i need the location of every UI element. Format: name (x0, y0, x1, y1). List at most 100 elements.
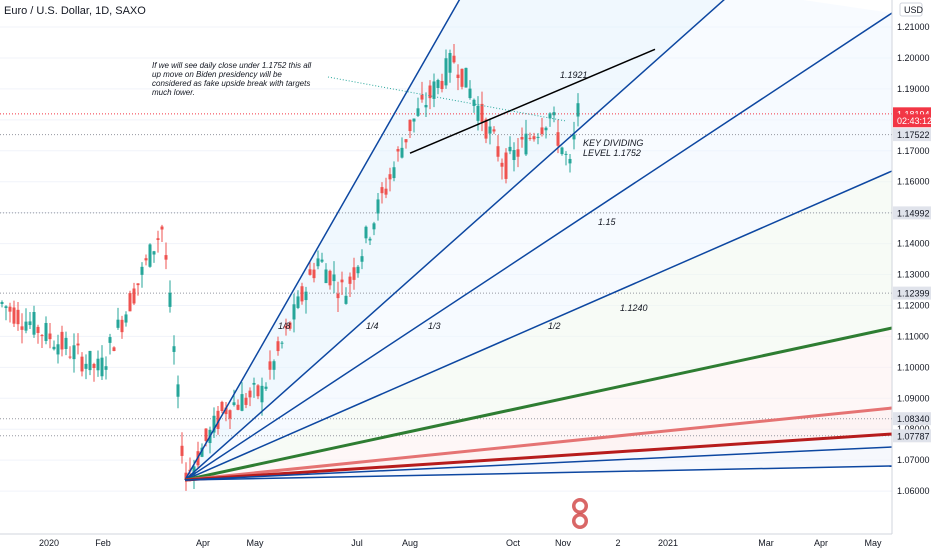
candle-body (280, 342, 284, 344)
candle-body (408, 119, 412, 132)
chart-title: Euro / U.S. Dollar, 1D, SAXO (4, 5, 146, 17)
candle-body (392, 167, 396, 179)
candle-body (432, 81, 436, 99)
fan-line[interactable] (184, 406, 893, 482)
price-tick-label: 1.13000 (897, 270, 930, 280)
fan-line[interactable] (184, 0, 465, 481)
candle-body (440, 80, 444, 90)
candle-body (496, 146, 500, 157)
candle-body (348, 276, 352, 284)
price-tick-label: 1.19000 (897, 84, 930, 94)
price-badge-label: 1.14992 (897, 208, 930, 218)
time-tick-label: May (246, 538, 264, 548)
candle-body (476, 105, 480, 121)
time-axis[interactable]: 2020 Feb Apr May Jul Aug Oct Nov 2 2021 Mar Apr May (0, 533, 932, 550)
time-tick-label: Apr (814, 538, 828, 548)
candle-body (424, 104, 428, 108)
currency-label: USD (904, 5, 924, 15)
fan-line[interactable] (184, 446, 893, 481)
candle-body (504, 152, 508, 179)
candle-body (204, 428, 208, 441)
resistance-trendline[interactable] (409, 48, 656, 154)
candle-body (236, 404, 240, 410)
candle-body (248, 390, 252, 398)
candle-body (320, 259, 324, 262)
candle-body (344, 295, 348, 304)
price-tick-label: 1.21000 (897, 22, 930, 32)
candle-body (24, 321, 28, 331)
fan-line[interactable] (184, 432, 893, 482)
candle-body (564, 153, 568, 155)
candle-body (88, 350, 92, 371)
candle-body (352, 267, 356, 280)
price-badge-label: 1.07787 (897, 431, 930, 441)
candle-body (428, 85, 432, 99)
candle-body (520, 137, 524, 140)
note-line: up move on Biden presidency will be (152, 70, 282, 79)
event-markers[interactable] (572, 498, 588, 529)
time-tick-label: Apr (196, 538, 210, 548)
price-tick-label: 1.16000 (897, 177, 930, 187)
price-badges: 1.1819402:43:121.175221.149921.123991.08… (893, 107, 932, 443)
candle-body (76, 343, 80, 346)
candle-body (160, 226, 164, 230)
fan-line[interactable] (184, 0, 735, 481)
candle-body (252, 382, 256, 385)
candle-body (264, 386, 268, 389)
candle-body (340, 279, 344, 283)
candle-body (360, 256, 364, 262)
candle-body (500, 162, 504, 167)
candle-body (84, 363, 88, 369)
fan-line[interactable] (184, 326, 893, 482)
fan-line[interactable] (184, 465, 893, 481)
candle-body (448, 53, 452, 73)
candle-body (572, 134, 576, 140)
price-badge (893, 286, 931, 300)
candle-body (132, 288, 136, 304)
candle-body (524, 133, 528, 155)
candle-body (484, 119, 488, 139)
candle-body (256, 385, 260, 397)
time-tick-label: Nov (555, 538, 572, 548)
price-tick-label: 1.12000 (897, 300, 930, 310)
earnings-event-icon[interactable] (572, 513, 588, 529)
gann-fan[interactable] (184, 0, 893, 482)
candle-body (548, 113, 552, 119)
candle-body (100, 357, 104, 377)
drawings[interactable] (327, 48, 656, 154)
candle-body (44, 322, 48, 341)
candle-body (124, 314, 128, 323)
candle-body (128, 293, 132, 312)
candle-body (492, 129, 496, 132)
candle-body (28, 321, 32, 326)
candle-body (568, 158, 572, 164)
price-badge (893, 429, 931, 443)
fan-line[interactable] (184, 170, 893, 481)
candle-body (32, 311, 36, 335)
candle-body (468, 88, 472, 99)
earnings-event-icon[interactable] (572, 498, 588, 514)
price-badge-label: 1.17522 (897, 130, 930, 140)
candle-body (268, 361, 272, 370)
candle-body (96, 358, 100, 371)
time-tick-label: Feb (95, 538, 111, 548)
key-level-label: KEY DIVIDING LEVEL 1.1752 (583, 138, 643, 158)
candle-body (560, 147, 564, 155)
candle-body (272, 361, 276, 370)
candle-body (168, 292, 172, 307)
candle-body (224, 407, 228, 415)
candle-body (52, 346, 56, 350)
price-badge-label: 02:43:12 (897, 116, 932, 126)
candle-body (308, 269, 312, 275)
price-tick-label: 1.20000 (897, 53, 930, 63)
fan-line[interactable] (184, 12, 893, 481)
price-axis[interactable]: USD 1.210001.200001.190001.180001.170001… (891, 0, 932, 534)
note-connector-line[interactable] (327, 76, 567, 122)
candle-body (472, 99, 476, 106)
price-tick-label: 1.17000 (897, 146, 930, 156)
fan-zone (185, 0, 892, 480)
candle-body (576, 103, 580, 117)
time-tick-label: Mar (758, 538, 774, 548)
